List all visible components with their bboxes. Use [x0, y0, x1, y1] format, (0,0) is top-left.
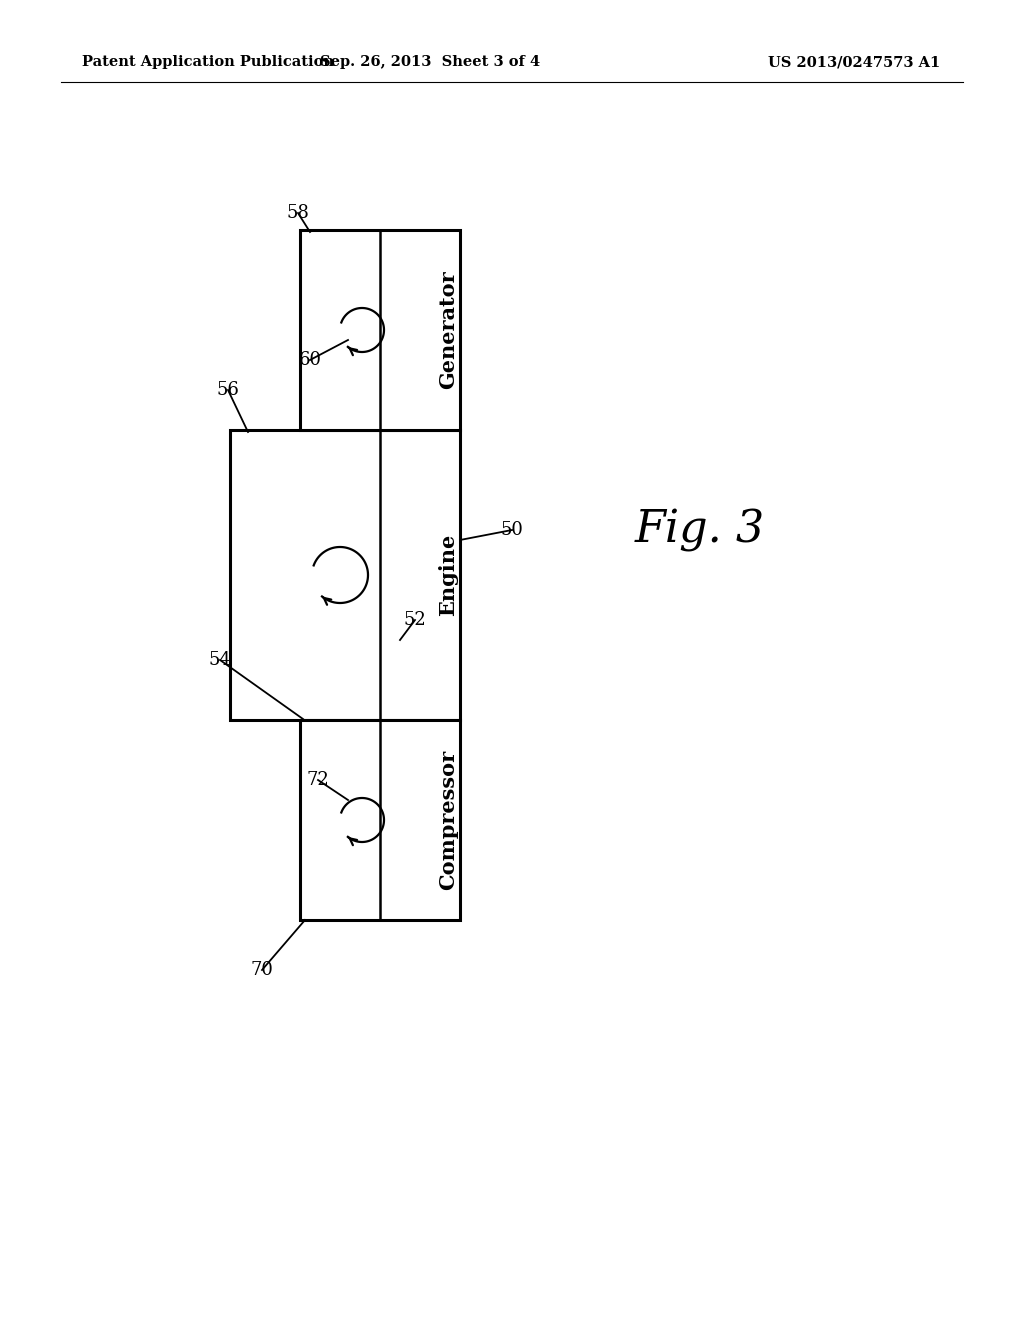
Text: 54: 54 — [209, 651, 231, 669]
Text: 52: 52 — [403, 611, 426, 630]
Text: 58: 58 — [287, 205, 309, 222]
Text: 60: 60 — [299, 351, 322, 370]
Bar — [230, 430, 460, 719]
Text: Engine: Engine — [438, 533, 458, 616]
Bar — [300, 719, 460, 920]
Text: 72: 72 — [306, 771, 330, 789]
Text: 56: 56 — [216, 381, 240, 399]
Text: Patent Application Publication: Patent Application Publication — [82, 55, 334, 69]
Text: 50: 50 — [501, 521, 523, 539]
Text: Compressor: Compressor — [438, 750, 458, 890]
Text: Sep. 26, 2013  Sheet 3 of 4: Sep. 26, 2013 Sheet 3 of 4 — [319, 55, 540, 69]
Text: 70: 70 — [251, 961, 273, 979]
Text: Fig. 3: Fig. 3 — [635, 508, 765, 552]
Text: US 2013/0247573 A1: US 2013/0247573 A1 — [768, 55, 940, 69]
Bar — [300, 230, 460, 430]
Text: Generator: Generator — [438, 271, 458, 389]
